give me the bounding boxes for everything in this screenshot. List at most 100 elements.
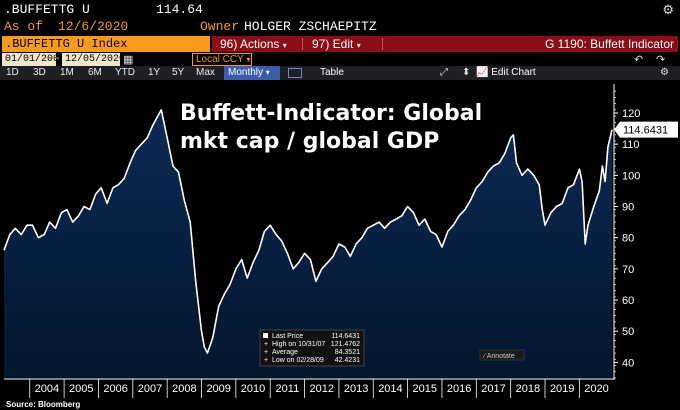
period-5y[interactable]: 5Y	[172, 67, 185, 78]
menu-separator	[382, 38, 383, 50]
period-1d[interactable]: 1D	[6, 67, 19, 78]
annotate-label: ∕ Annotate	[482, 353, 515, 360]
date-dash: -	[56, 53, 60, 64]
redo-icon[interactable]: ↷	[656, 54, 666, 66]
actions-label: 96) Actions	[220, 37, 280, 51]
legend-value: 121.4762	[331, 341, 360, 348]
x-tick-label: 2013	[344, 383, 368, 395]
currency-label: Local CCY	[196, 54, 244, 65]
series-area	[4, 109, 612, 379]
legend-label: Average	[272, 349, 298, 356]
zoom-icon[interactable]: ⬍	[462, 67, 471, 78]
legend-box	[259, 329, 365, 367]
edit-chart-label: Edit Chart	[491, 67, 536, 78]
y-tick-label: 110	[622, 139, 640, 151]
chevron-down-icon: ▾	[356, 41, 361, 50]
legend-plus-icon: +	[264, 357, 268, 364]
legend-label: High on 10/31/07	[272, 341, 325, 348]
x-tick-label: 2007	[138, 383, 162, 395]
plot-area	[3, 109, 613, 379]
period-1m[interactable]: 1M	[60, 67, 74, 78]
x-tick-label: 2009	[206, 383, 230, 395]
chart-title-line-1: Buffett-Indicator: Global	[180, 101, 482, 126]
period-toolbar: 1D 3D 1M 6M YTD 1Y 5Y Max Monthly ▾ Tabl…	[0, 66, 680, 80]
y-tick-label: 50	[622, 326, 634, 338]
chart-info-row: As of 12/6/2020 Owner HOLGER ZSCHAEPITZ	[0, 18, 680, 36]
y-tick-label: 80	[622, 233, 634, 245]
gear-icon[interactable]: ⚙	[662, 2, 674, 17]
frequency-select[interactable]: Monthly ▾	[224, 66, 280, 80]
security-header: .BUFFETTG U 114.64 ⚙	[0, 0, 680, 18]
series-line	[3, 109, 613, 354]
y-tick-label: 100	[622, 170, 640, 182]
legend-plus-icon: +	[264, 349, 268, 356]
asof-label: As of	[4, 19, 44, 34]
last-value-label: 114.6431	[623, 125, 668, 137]
chevron-down-icon: ▾	[246, 55, 251, 64]
table-button[interactable]: Table	[320, 67, 344, 78]
axes: 40 50 60 70 80 90 100 110 120 2004 2005 2006 2007 200…	[4, 84, 678, 398]
period-max[interactable]: Max	[196, 67, 215, 78]
legend-value: 114.6431	[331, 333, 360, 340]
y-tick-label: 70	[622, 264, 634, 276]
annotate-box[interactable]	[479, 349, 525, 361]
frequency-label: Monthly	[228, 67, 264, 78]
x-tick-label: 2017	[481, 383, 505, 395]
last-value-tag	[614, 121, 678, 138]
legend-label: Low on 02/28/09	[272, 357, 324, 364]
legend-value: 42.4231	[335, 357, 360, 364]
line-chart-icon[interactable]	[288, 68, 302, 78]
x-tick-label: 2004	[35, 383, 59, 395]
x-tick-label: 2010	[241, 383, 265, 395]
owner-name: HOLGER ZSCHAEPITZ	[244, 19, 377, 34]
currency-select[interactable]: Local CCY ▾	[192, 53, 252, 66]
undo-icon[interactable]: ↶	[634, 54, 644, 66]
last-price: 114.64	[156, 2, 203, 17]
x-tick-label: 2016	[447, 383, 471, 395]
x-tick-label: 2015	[413, 383, 437, 395]
y-tick-label: 40	[622, 357, 634, 369]
x-tick-label: 2019	[550, 383, 574, 395]
legend-plus-icon: +	[264, 341, 268, 348]
edit-chart-button[interactable]: 📈 Edit Chart	[476, 66, 536, 80]
legend-swatch	[263, 333, 268, 338]
ticker-symbol: .BUFFETTG U	[4, 2, 90, 17]
y-tick-label: 120	[622, 108, 640, 120]
x-tick-label: 2018	[516, 383, 540, 395]
annotate-button[interactable]: ∕ Annotate	[479, 349, 525, 361]
legend-label: Last Price	[272, 333, 303, 340]
edit-label: 97) Edit	[312, 37, 354, 51]
start-date-field[interactable]: 01/01/2002	[2, 53, 65, 66]
y-tick-label: 60	[622, 295, 634, 307]
x-tick-label: 2014	[378, 383, 402, 395]
source-credit: Source: Bloomberg	[6, 400, 81, 409]
date-range-row: 01/01/2002 - 12/05/2020 ▦ Local CCY ▾ ↶ …	[0, 53, 680, 66]
owner-label: Owner	[200, 19, 240, 34]
chart-legend: Last Price 114.6431 + High on 10/31/07 121.4…	[259, 329, 365, 367]
y-tick-label: 90	[622, 201, 634, 213]
asof-date: 12/6/2020	[58, 19, 129, 34]
x-tick-label: 2008	[172, 383, 196, 395]
menu-separator	[302, 38, 303, 50]
x-tick-label: 2006	[103, 383, 127, 395]
actions-menu-button[interactable]: 96) Actions ▾	[220, 36, 287, 54]
menu-bar	[212, 36, 678, 52]
chevron-down-icon: ▾	[282, 41, 287, 50]
graph-title: G 1190: Buffett Indicator	[545, 37, 674, 51]
end-date-field[interactable]: 12/05/2020	[62, 53, 125, 66]
settings-icon[interactable]: ⚙	[660, 67, 669, 78]
expand-icon[interactable]: ⤢	[440, 67, 448, 78]
period-1y[interactable]: 1Y	[148, 67, 161, 78]
edit-menu-button[interactable]: 97) Edit ▾	[312, 36, 361, 54]
x-tick-label: 2020	[584, 383, 608, 395]
index-name-field[interactable]: .BUFFETTG U Index	[2, 36, 210, 52]
period-ytd[interactable]: YTD	[115, 67, 135, 78]
buffett-indicator-chart: 40 50 60 70 80 90 100 110 120 2004 2005 2006 2007 200…	[0, 80, 680, 398]
calendar-icon[interactable]: ▦	[123, 54, 134, 66]
legend-value: 84.3521	[335, 349, 360, 356]
x-tick-label: 2005	[69, 383, 93, 395]
command-bar: .BUFFETTG U Index 96) Actions ▾ 97) Edit…	[0, 36, 680, 53]
x-tick-label: 2012	[309, 383, 333, 395]
period-3d[interactable]: 3D	[33, 67, 46, 78]
period-6m[interactable]: 6M	[88, 67, 102, 78]
